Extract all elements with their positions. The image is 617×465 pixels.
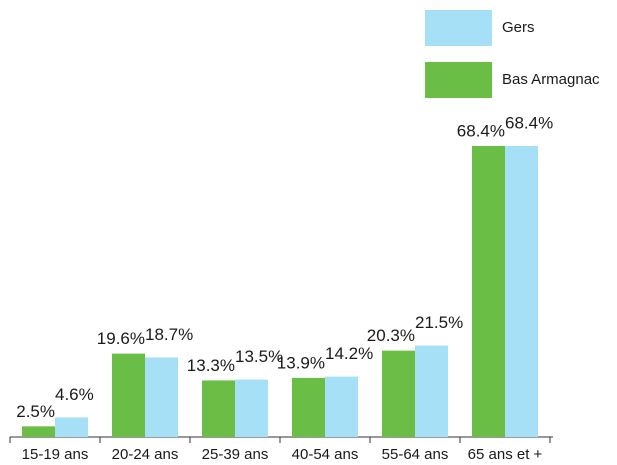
value-label: 68.4%	[505, 113, 553, 132]
bar	[505, 146, 538, 437]
x-tick-label: 55-64 ans	[382, 446, 449, 463]
bar	[382, 350, 415, 437]
bar	[202, 380, 235, 437]
bar	[472, 146, 505, 437]
value-label: 2.5%	[16, 402, 55, 421]
bar	[112, 353, 145, 437]
value-label: 19.6%	[97, 329, 145, 348]
value-label: 4.6%	[55, 385, 94, 404]
value-label: 13.3%	[187, 356, 235, 375]
value-label: 13.9%	[277, 353, 325, 372]
value-label: 18.7%	[145, 325, 193, 344]
legend-label: Bas Armagnac	[502, 71, 600, 88]
legend-swatch	[425, 10, 492, 46]
x-tick-label: 15-19 ans	[22, 446, 89, 463]
value-label: 14.2%	[325, 344, 373, 363]
value-label: 68.4%	[457, 121, 505, 140]
legend-label: Gers	[502, 19, 535, 36]
x-tick-label: 40-54 ans	[292, 446, 359, 463]
bar	[235, 379, 268, 437]
bar	[22, 426, 55, 437]
x-tick-label: 65 ans et +	[468, 446, 543, 463]
x-tick-label: 25-39 ans	[202, 446, 269, 463]
value-label: 20.3%	[367, 326, 415, 345]
legend-swatch	[425, 62, 492, 98]
value-label: 21.5%	[415, 313, 463, 332]
bar	[55, 417, 88, 437]
bar	[325, 376, 358, 437]
bar	[145, 357, 178, 437]
bar	[415, 345, 448, 437]
bar	[292, 377, 325, 437]
value-label: 13.5%	[235, 347, 283, 366]
x-tick-label: 20-24 ans	[112, 446, 179, 463]
